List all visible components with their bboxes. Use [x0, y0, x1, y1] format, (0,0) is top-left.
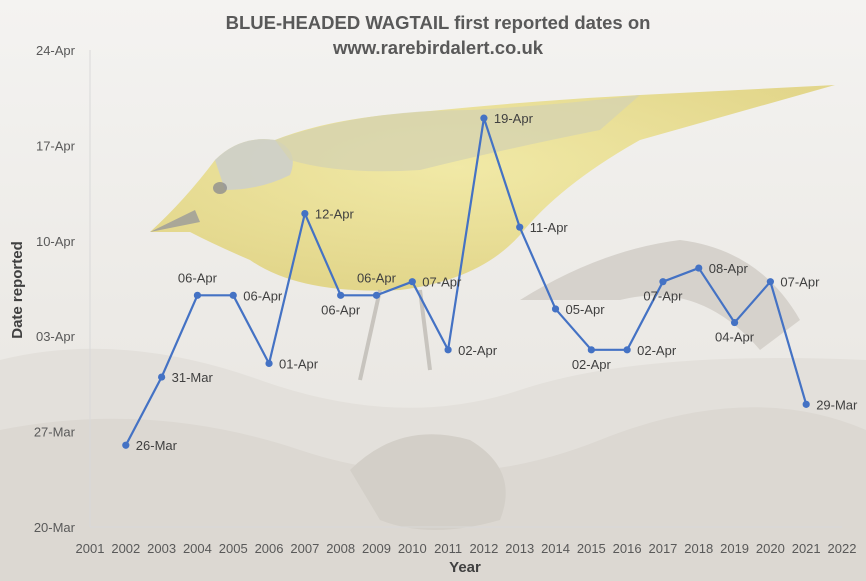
data-label: 11-Apr	[530, 220, 569, 235]
x-tick-label: 2007	[290, 541, 319, 556]
data-point	[659, 278, 667, 286]
series-layer	[122, 114, 810, 449]
y-tick-label: 20-Mar	[34, 520, 76, 535]
data-label: 07-Apr	[780, 275, 820, 290]
data-point	[587, 346, 595, 354]
data-point	[444, 346, 452, 354]
x-tick-label: 2001	[76, 541, 105, 556]
plot-frame	[89, 50, 842, 528]
y-tick-label: 27-Mar	[34, 425, 76, 440]
data-labels: 26-Mar 31-Mar 06-Apr 06-Apr 01-Apr 12-Apr 06-A…	[136, 111, 858, 453]
x-tick-label: 2015	[577, 541, 606, 556]
x-tick-label: 2017	[648, 541, 677, 556]
x-tick-label: 2022	[828, 541, 857, 556]
data-label: 06-Apr	[357, 270, 397, 285]
y-axis-title: Date reported	[9, 241, 26, 339]
data-point	[229, 291, 237, 299]
series-line	[124, 117, 808, 446]
data-label: 06-Apr	[321, 302, 361, 317]
x-tick-label: 2014	[541, 541, 570, 556]
chart-title-line-1: BLUE-HEADED WAGTAIL first reported dates…	[226, 12, 651, 33]
x-tick-label: 2011	[434, 541, 462, 556]
x-tick-label: 2006	[255, 541, 284, 556]
data-point	[122, 441, 130, 449]
x-tick-label: 2004	[183, 541, 212, 556]
data-point	[301, 209, 309, 218]
data-point	[408, 278, 416, 286]
y-tick-label: 03-Apr	[36, 329, 76, 344]
x-tick-label: 2003	[147, 541, 176, 556]
data-point	[802, 400, 810, 408]
data-label: 05-Apr	[566, 302, 606, 317]
y-tick-labels: 20-Mar 27-Mar 03-Apr 10-Apr 17-Apr 24-Apr	[34, 43, 76, 535]
data-label: 02-Apr	[637, 343, 677, 358]
data-point	[623, 346, 631, 354]
data-point	[766, 278, 774, 286]
data-label: 12-Apr	[315, 207, 355, 222]
data-point	[480, 114, 488, 122]
x-tick-label: 2005	[219, 541, 248, 556]
x-axis-title: Year	[449, 559, 481, 576]
data-label: 07-Apr	[422, 275, 462, 290]
data-label: 08-Apr	[709, 261, 749, 276]
x-tick-label: 2009	[362, 541, 391, 556]
data-label: 06-Apr	[243, 288, 283, 303]
data-point	[337, 291, 345, 299]
chart-title-line-2: www.rarebirdalert.co.uk	[332, 37, 544, 58]
x-tick-label: 2013	[505, 541, 534, 556]
x-tick-label: 2002	[111, 541, 140, 556]
data-label: 06-Apr	[178, 270, 218, 285]
data-point	[265, 359, 273, 368]
x-tick-label: 2021	[792, 541, 821, 556]
data-point	[193, 291, 202, 299]
data-point	[158, 373, 166, 381]
data-label: 02-Apr	[572, 357, 612, 372]
x-tick-labels: 2001 2002 2003 2004 2005 2006 2007 2008 2009 2010…	[76, 541, 857, 556]
x-tick-label: 2020	[756, 541, 785, 556]
y-tick-label: 17-Apr	[36, 138, 76, 153]
data-label: 01-Apr	[279, 356, 319, 371]
data-label: 02-Apr	[458, 343, 498, 358]
y-tick-label: 10-Apr	[36, 234, 76, 249]
x-tick-label: 2016	[613, 541, 642, 556]
x-tick-label: 2012	[469, 541, 498, 556]
x-tick-label: 2018	[684, 541, 713, 556]
data-label: 31-Mar	[172, 370, 214, 385]
data-label: 19-Apr	[494, 111, 534, 126]
x-tick-label: 2019	[720, 541, 749, 556]
data-label: 26-Mar	[136, 438, 178, 453]
data-label: 29-Mar	[816, 397, 858, 412]
data-point	[730, 318, 739, 327]
data-point	[372, 291, 381, 299]
x-tick-label: 2010	[398, 541, 427, 556]
y-tick-label: 24-Apr	[36, 43, 76, 58]
data-label: 04-Apr	[715, 330, 755, 345]
data-point	[551, 305, 560, 313]
data-point	[516, 223, 524, 231]
data-point	[695, 264, 703, 272]
x-tick-label: 2008	[326, 541, 355, 556]
data-label: 07-Apr	[643, 289, 683, 304]
